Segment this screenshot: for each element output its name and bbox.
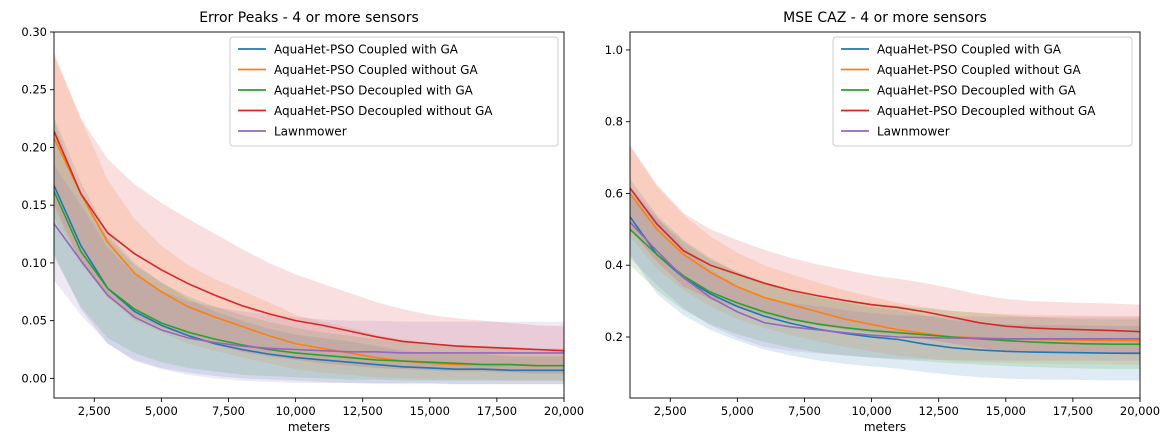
- band-5: [630, 186, 1140, 361]
- series-line-2: [630, 192, 1140, 342]
- x-tick-label: 17,500: [1053, 404, 1093, 418]
- band-3: [54, 122, 564, 381]
- y-tick-label: 0.8: [605, 115, 623, 129]
- band-1: [54, 117, 564, 385]
- y-tick-label: 0.10: [21, 256, 47, 270]
- x-tick-label: 10,000: [275, 404, 315, 418]
- series-line-3: [630, 228, 1140, 345]
- series-line-5: [54, 223, 564, 354]
- legend-label-5: Lawnmower: [877, 125, 950, 139]
- y-tick-label: 0.4: [605, 258, 623, 272]
- plot-area: [54, 51, 564, 385]
- y-tick-label: 0.6: [605, 186, 623, 200]
- band-1: [630, 179, 1140, 381]
- legend-label-2: AquaHet-PSO Coupled without GA: [274, 63, 478, 77]
- legend-label-5: Lawnmower: [274, 125, 347, 139]
- chart-title: Error Peaks - 4 or more sensors: [199, 10, 419, 26]
- x-tick-label: 2,500: [654, 404, 687, 418]
- legend-label-1: AquaHet-PSO Coupled with GA: [877, 43, 1062, 57]
- y-tick-label: 1.0: [605, 43, 623, 57]
- legend-label-1: AquaHet-PSO Coupled with GA: [274, 43, 459, 57]
- x-tick-label: 12,500: [343, 404, 383, 418]
- band-4: [630, 145, 1140, 355]
- x-tick-label: 5,000: [145, 404, 178, 418]
- y-tick-label: 0.15: [21, 198, 47, 212]
- y-tick-label: 0.2: [605, 330, 623, 344]
- x-tick-label: 20,000: [1120, 404, 1160, 418]
- y-tick-label: 0.20: [21, 140, 47, 154]
- series-line-4: [54, 130, 564, 352]
- x-tick-label: 2,500: [78, 404, 111, 418]
- x-tick-label: 20,000: [544, 404, 584, 418]
- x-tick-label: 7,500: [212, 404, 245, 418]
- plot-area: [630, 145, 1140, 381]
- y-tick-label: 0.25: [21, 83, 47, 97]
- x-tick-label: 15,000: [410, 404, 450, 418]
- series-line-5: [630, 221, 1140, 340]
- x-axis-label: meters: [864, 420, 906, 434]
- band-4: [54, 55, 564, 374]
- x-tick-label: 7,500: [788, 404, 821, 418]
- axes-frame: [629, 31, 1141, 399]
- x-tick-label: 17,500: [477, 404, 517, 418]
- y-tick-label: 0.00: [21, 371, 47, 385]
- legend-box: [229, 36, 559, 147]
- y-tick-label: 0.30: [21, 25, 47, 39]
- chart-error-peaks: 2,500 5,000 7,500 10,000 12,500 15,000 17,500 2…: [21, 10, 584, 434]
- legend-label-4: AquaHet-PSO Decoupled without GA: [274, 104, 493, 118]
- legend-label-2: AquaHet-PSO Coupled without GA: [877, 63, 1081, 77]
- x-axis-label: meters: [288, 420, 330, 434]
- x-tick-label: 15,000: [986, 404, 1026, 418]
- band-3: [630, 193, 1140, 369]
- chart-mse-caz: 2,500 5,000 7,500 10,000 12,500 15,000 17,500 2…: [605, 10, 1160, 434]
- series-line-4: [630, 187, 1140, 333]
- legend-label-4: AquaHet-PSO Decoupled without GA: [877, 104, 1096, 118]
- chart-title: MSE CAZ - 4 or more sensors: [783, 10, 987, 26]
- band-2: [54, 51, 564, 381]
- legend-box: [832, 36, 1133, 147]
- series-line-1: [630, 216, 1140, 354]
- legend-label-3: AquaHet-PSO Decoupled with GA: [274, 84, 474, 98]
- series-line-3: [54, 191, 564, 367]
- series-line-1: [54, 185, 564, 372]
- y-tick-label: 0.05: [21, 314, 47, 328]
- x-tick-label: 12,500: [919, 404, 959, 418]
- legend-label-3: AquaHet-PSO Decoupled with GA: [877, 84, 1077, 98]
- x-tick-label: 10,000: [851, 404, 891, 418]
- axes-frame: [53, 31, 565, 399]
- x-tick-label: 5,000: [721, 404, 754, 418]
